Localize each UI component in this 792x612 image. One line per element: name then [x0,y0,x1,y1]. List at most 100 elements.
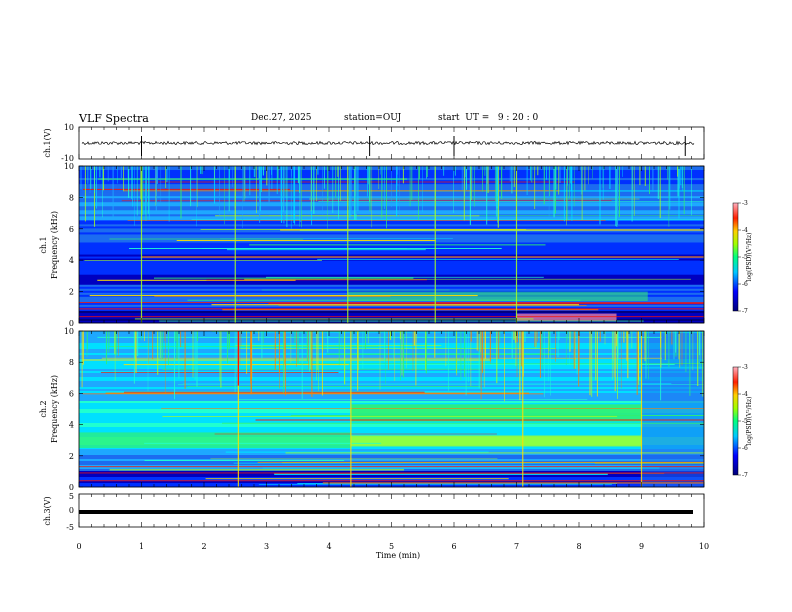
spectrogram-band [79,423,704,426]
spectrogram-band [79,345,704,348]
x-tick-label: 9 [639,542,644,551]
ch1-spectrogram-panel: 0 2 4 6 8 10 ch.1 Frequency (kHz) [39,162,705,328]
spectrogram-band [79,453,704,456]
y-tick-label: 0 [69,483,74,492]
spectrogram-band [79,351,704,354]
spectrogram-band [79,286,704,290]
spectrogram-band [79,208,704,211]
spectrogram-band [347,291,648,302]
ch1-spec-label-channel: ch.1 [39,236,48,253]
ch1-ytick-top: 10 [64,123,74,132]
spectrogram-band [79,234,704,237]
ch3-ytick-top: 5 [69,492,74,501]
ch2-colorbar-bar [732,366,739,476]
spectrogram-band [79,272,704,275]
spectrogram-band [79,242,704,245]
ch1-spectrogram-cells [79,166,704,324]
x-tick-label: 2 [201,542,206,551]
x-axis-tick-labels: 0 1 2 3 4 5 6 7 8 9 10 [76,542,709,551]
spectrogram-band [79,381,704,384]
y-tick-label: 8 [69,193,74,202]
spectrogram-band [79,238,704,241]
date-label: Dec.27, 2025 [251,113,312,123]
spectrogram-band [79,371,704,374]
spectrogram-band [79,339,704,342]
spectrogram-band [79,314,704,318]
spectrogram-band [79,425,704,428]
spectrogram-band [79,240,704,243]
spectrogram-band [79,335,704,338]
x-tick-label: 0 [76,542,81,551]
spectrogram-band [79,210,704,213]
station-label: station=OUJ [344,113,402,123]
spectrogram-band [79,397,704,400]
ch1-colorbar-bar [732,202,739,312]
spectrogram-band [79,459,704,462]
spectrogram-band [79,224,704,227]
spectrogram-band [79,429,704,432]
colorbar-tick-label: -4 [742,391,748,398]
spectrogram-band [79,232,704,235]
x-tick-label: 8 [576,542,581,551]
spectrogram-band [79,403,704,406]
ch2-spectrogram-xticks [78,331,705,487]
y-tick-label: 10 [64,162,74,171]
spectrogram-band [79,389,704,392]
y-tick-label: 2 [69,288,74,297]
x-tick-label: 5 [389,542,394,551]
ch3-ytick-mid: 0 [69,506,74,515]
y-tick-label: 4 [69,421,74,430]
spectrogram-band [79,268,704,271]
spectrogram-band [350,435,642,447]
spectrogram-band [79,300,704,304]
colorbar-tick-label: -5 [742,254,748,261]
ch1-colorbar: -3 -4 -5 -6 -7 log(PSD)(V²/Hz) [732,200,753,315]
spectrogram-band [79,367,704,370]
ch1-colorbar-ticks: -3 -4 -5 -6 -7 [738,200,748,315]
spectrogram-band [79,337,704,340]
colorbar-tick-label: -5 [742,418,748,425]
spectrogram-band [79,264,704,267]
spectrogram-band [79,270,704,273]
spectrogram-band [516,313,617,322]
ch2-spectrogram-cells [79,331,704,488]
spectrogram-band [79,306,704,310]
figure-title: VLF Spectra [79,112,149,125]
ch2-colorbar: -3 -4 -5 -6 -7 log(PSD)(V²/Hz) [732,364,753,479]
ch3-waveform-line [79,510,693,514]
ch2-spec-ylabel: Frequency (kHz) [50,375,59,443]
start-time-label: start UT = 9 : 20 : 0 [438,113,539,123]
spectrogram-band [79,252,704,255]
spectrogram-band [79,369,704,372]
spectrogram-band [79,260,704,263]
spectrogram-band [79,226,704,229]
ch2-spec-label-channel: ch.2 [39,400,48,417]
ch3-ytick-bottom: -5 [66,523,74,532]
spectrogram-band [79,284,704,288]
colorbar-tick-label: -7 [742,308,748,315]
ch3-xticks [78,494,705,527]
spectrogram-band [79,432,351,448]
x-tick-label: 7 [514,542,519,551]
ch1-spectrogram-yticks: 0 2 4 6 8 10 [64,162,704,328]
ch2-colorbar-label: log(PSD)(V²/Hz) [746,397,753,446]
spectrogram-band [79,463,704,466]
ch1-xticks [78,127,705,159]
x-tick-label: 3 [264,542,269,551]
spectrogram-band [79,341,704,344]
spectrogram-band [79,343,704,346]
spectrogram-band [79,312,704,316]
spectrogram-band [79,449,704,452]
ch1-spectrogram-xticks [78,166,705,323]
spectrogram-band [79,477,704,480]
ch1-spec-ylabel: Frequency (kHz) [50,211,59,279]
spectrogram-band [79,457,704,460]
colorbar-tick-label: -4 [742,227,748,234]
x-tick-label: 6 [451,542,456,551]
y-tick-label: 0 [69,319,74,328]
spectrogram-band [79,220,704,223]
spectrogram-band [79,377,704,380]
spectrogram-band [79,431,704,434]
